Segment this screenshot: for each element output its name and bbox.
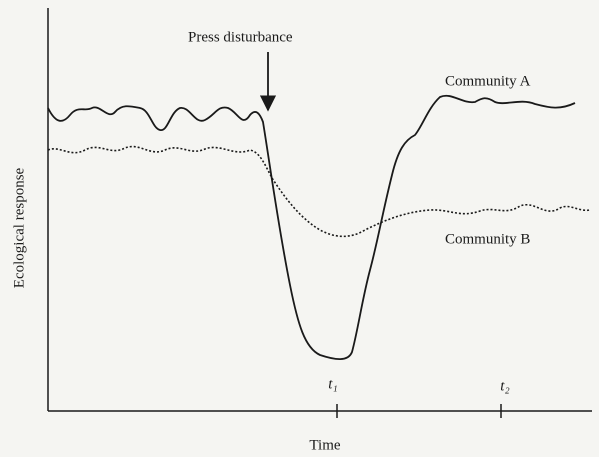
tick-label: t₂ (500, 378, 509, 394)
y-axis-label: Ecological response (11, 167, 27, 288)
x-axis-label: Time (309, 437, 340, 453)
community-a-curve (47, 94, 576, 361)
community-b-curve (47, 145, 591, 238)
tick-label: t₁ (328, 376, 337, 392)
curve-label: Community B (445, 231, 530, 247)
curve-label: Community A (445, 73, 531, 89)
annotation: Press disturbance (188, 29, 293, 45)
